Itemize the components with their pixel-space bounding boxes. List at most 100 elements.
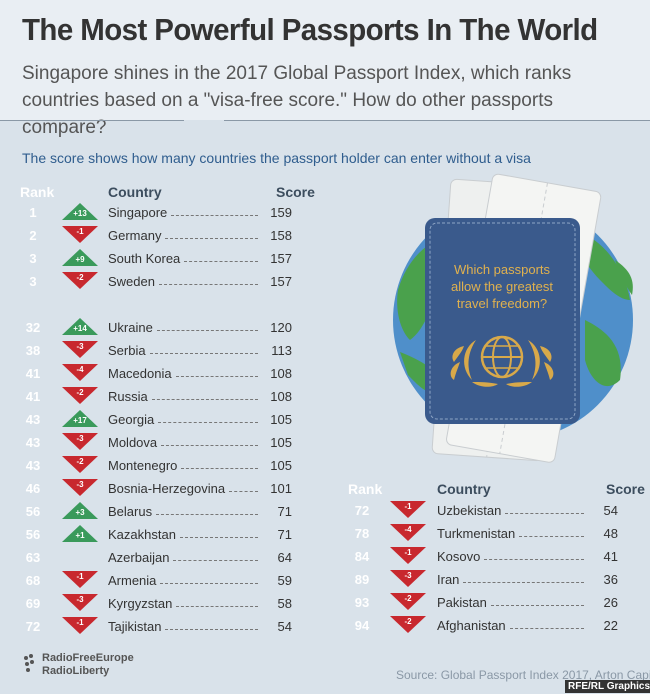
divider [224, 120, 650, 121]
country-header: Country [108, 184, 162, 200]
score-cell: 64 [277, 550, 292, 565]
rank-down-icon: -2 [390, 616, 426, 634]
score-cell: 58 [277, 596, 292, 611]
rank-cell: 93 [354, 595, 370, 610]
country-cell: Russia [108, 389, 148, 404]
rank-down-icon: -3 [62, 433, 98, 451]
dotted-leader [184, 252, 258, 262]
rank-down-icon: -1 [62, 226, 98, 244]
dotted-leader [165, 229, 258, 239]
logo-line-1: RadioFreeEurope [42, 652, 134, 664]
rank-cell: 72 [25, 619, 41, 634]
rank-change-label: -1 [404, 548, 412, 557]
rank-change-label: -3 [76, 595, 84, 604]
rank-change-label: -1 [76, 227, 84, 236]
country-cell: Pakistan [437, 595, 487, 610]
subtitle: Singapore shines in the 2017 Global Pass… [22, 63, 572, 138]
rank-cell: 3 [29, 251, 37, 266]
rank-up-icon: +1 [62, 525, 98, 543]
rank-change-label: -1 [76, 572, 84, 581]
country-cell: Kosovo [437, 549, 481, 564]
score-cell: 48 [603, 526, 618, 541]
dotted-leader [181, 459, 258, 469]
emblem-icon [450, 335, 554, 387]
rank-down-icon: -2 [62, 387, 98, 405]
dotted-leader [158, 413, 258, 423]
rank-change-label: -3 [76, 342, 84, 351]
score-cell: 108 [270, 389, 292, 404]
dotted-leader [157, 321, 258, 331]
rank-cell: 63 [25, 550, 41, 565]
rank-change-label: -1 [76, 618, 84, 627]
score-cell: 101 [270, 481, 292, 496]
rank-cell: 2 [29, 228, 37, 243]
country-cell: Iran [437, 572, 460, 587]
rank-cell: 43 [25, 458, 41, 473]
score-header: Score [276, 184, 315, 200]
rank-cell: 41 [25, 366, 41, 381]
dotted-leader [173, 551, 258, 561]
passport-line-1: Which passports [454, 262, 551, 277]
score-cell: 54 [277, 619, 292, 634]
rank-change-label: -3 [76, 480, 84, 489]
rank-change-label: +1 [75, 531, 85, 540]
dotted-leader [156, 505, 258, 515]
rank-down-icon: -1 [62, 617, 98, 635]
rferl-logo: RadioFreeEurope RadioLiberty [24, 652, 134, 678]
score-cell: 105 [270, 458, 292, 473]
dotted-leader [161, 436, 258, 446]
rank-up-icon: +14 [62, 318, 98, 336]
credit-badge: RFE/RL Graphics [565, 680, 650, 693]
country-cell: Macedonia [108, 366, 172, 381]
country-cell: Azerbaijan [108, 550, 170, 565]
country-cell: Kazakhstan [108, 527, 176, 542]
rank-down-icon: -4 [62, 364, 98, 382]
passport-line-2: allow the greatest [451, 279, 553, 294]
score-cell: 36 [603, 572, 618, 587]
rank-change-label: -2 [76, 457, 84, 466]
score-cell: 157 [270, 251, 292, 266]
score-cell: 159 [270, 205, 292, 220]
rank-change-label: -4 [404, 525, 412, 534]
intro-text: The score shows how many countries the p… [22, 150, 531, 166]
dotted-leader [152, 390, 258, 400]
score-header-right: Score [606, 481, 645, 497]
rank-change-label: +17 [73, 416, 87, 425]
rank-cell: 56 [25, 527, 41, 542]
rank-cell: 32 [25, 320, 41, 335]
rank-change-label: -3 [76, 434, 84, 443]
rank-change-label: -4 [76, 365, 84, 374]
rank-down-icon: -3 [390, 570, 426, 588]
rank-header-right: Rank [348, 481, 383, 497]
country-cell: Belarus [108, 504, 153, 519]
country-header-right: Country [437, 481, 491, 497]
rank-cell: 1 [29, 205, 37, 220]
country-cell: Ukraine [108, 320, 153, 335]
logo-line-2: RadioLiberty [42, 665, 110, 677]
score-cell: 105 [270, 412, 292, 427]
dotted-leader [176, 367, 258, 377]
rank-cell: 94 [354, 618, 370, 633]
country-cell: Bosnia-Herzegovina [108, 481, 226, 496]
rank-up-icon: +9 [62, 249, 98, 267]
rank-down-icon: -3 [62, 341, 98, 359]
rank-up-icon: +13 [62, 203, 98, 221]
passport-line-3: travel freedom? [457, 296, 547, 311]
country-cell: Georgia [108, 412, 155, 427]
dotted-leader [165, 620, 258, 630]
rank-change-label: -3 [404, 571, 412, 580]
score-cell: 158 [270, 228, 292, 243]
rank-change-label: -2 [76, 388, 84, 397]
dotted-leader [463, 573, 584, 583]
rank-change-label: +9 [75, 255, 85, 264]
score-cell: 108 [270, 366, 292, 381]
score-cell: 71 [277, 527, 292, 542]
dotted-leader [484, 550, 584, 560]
rank-cell: 89 [354, 572, 370, 587]
rank-down-icon: -2 [62, 272, 98, 290]
rank-cell: 3 [29, 274, 37, 289]
score-cell: 120 [270, 320, 292, 335]
country-cell: Uzbekistan [437, 503, 502, 518]
rank-down-icon: -2 [62, 456, 98, 474]
country-cell: Serbia [108, 343, 146, 358]
